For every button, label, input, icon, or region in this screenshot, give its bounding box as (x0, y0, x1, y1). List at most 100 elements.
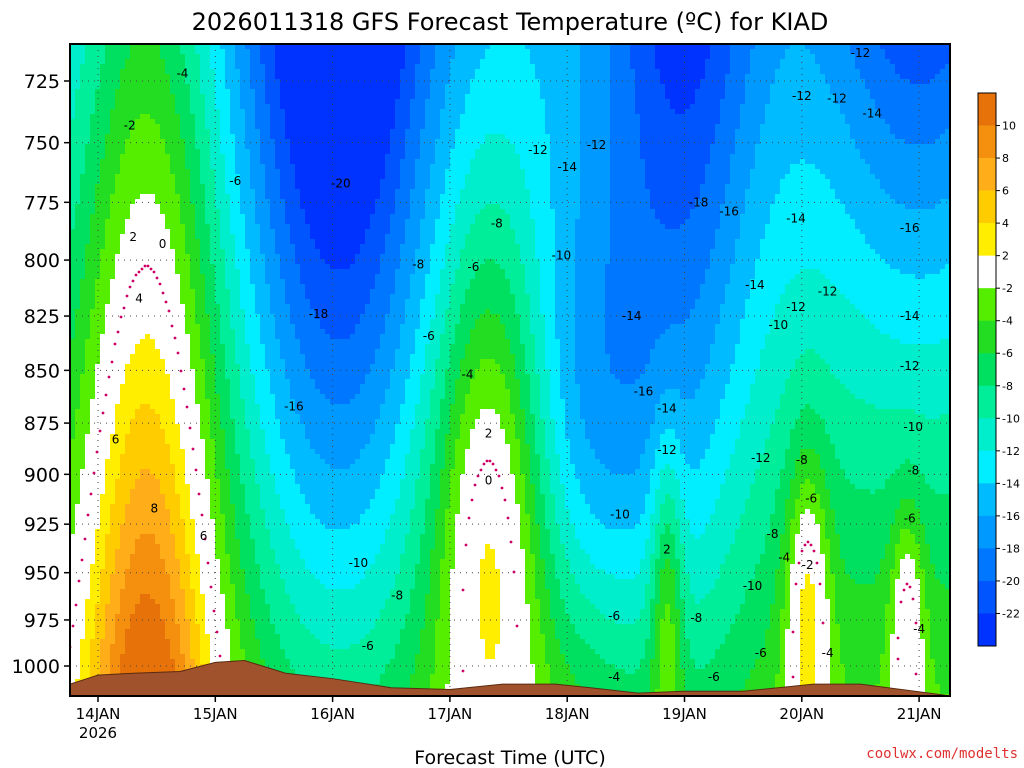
field-cell (170, 579, 176, 585)
field-cell (85, 539, 91, 545)
field-cell (250, 579, 256, 585)
field-cell (200, 184, 206, 190)
field-cell (175, 514, 181, 520)
field-cell (100, 504, 106, 510)
field-cell (90, 49, 96, 55)
field-cell (255, 614, 261, 620)
field-cell (155, 529, 161, 535)
field-cell (235, 239, 241, 245)
field-cell (260, 129, 266, 135)
field-cell (250, 229, 256, 235)
field-cell (220, 379, 226, 385)
field-cell (185, 304, 191, 310)
field-cell (120, 89, 126, 95)
field-cell (160, 449, 166, 455)
field-cell (110, 604, 116, 610)
field-cell (170, 119, 176, 125)
field-cell (80, 349, 86, 355)
field-cell (105, 589, 111, 595)
field-cell (180, 564, 186, 570)
field-cell (255, 269, 261, 275)
field-cell (90, 239, 96, 245)
field-cell (160, 229, 166, 235)
field-cell (100, 584, 106, 590)
field-cell (145, 329, 151, 335)
field-cell (160, 94, 166, 100)
field-cell (70, 149, 76, 155)
field-cell (250, 179, 256, 185)
field-cell (155, 469, 161, 475)
field-cell (105, 514, 111, 520)
field-cell (135, 644, 141, 650)
field-cell (205, 604, 211, 610)
field-cell (145, 434, 151, 440)
field-cell (130, 64, 136, 70)
field-cell (95, 499, 101, 505)
field-cell (210, 239, 216, 245)
field-cell (205, 519, 211, 525)
field-cell (245, 209, 251, 215)
field-cell (210, 209, 216, 215)
field-cell (230, 379, 236, 385)
field-cell (150, 504, 156, 510)
field-cell (250, 239, 256, 245)
field-cell (185, 54, 191, 60)
field-cell (135, 504, 141, 510)
field-cell (195, 529, 201, 535)
field-cell (215, 74, 221, 80)
field-cell (160, 459, 166, 465)
field-cell (225, 99, 231, 105)
field-cell (105, 654, 111, 660)
field-cell (165, 554, 171, 560)
field-cell (255, 139, 261, 145)
field-cell (230, 549, 236, 555)
field-cell (70, 659, 76, 665)
field-cell (110, 59, 116, 65)
field-cell (90, 299, 96, 305)
field-cell (115, 489, 121, 495)
field-cell (170, 384, 176, 390)
field-cell (215, 599, 221, 605)
field-cell (250, 329, 256, 335)
field-cell (255, 464, 261, 470)
field-cell (250, 374, 256, 380)
field-cell (115, 74, 121, 80)
field-cell (140, 429, 146, 435)
field-cell (250, 279, 256, 285)
field-cell (155, 79, 161, 85)
field-cell (205, 364, 211, 370)
field-cell (210, 644, 216, 650)
field-cell (75, 659, 81, 665)
field-cell (180, 474, 186, 480)
field-cell (95, 359, 101, 365)
field-cell (80, 534, 86, 540)
field-cell (120, 79, 126, 85)
field-cell (150, 304, 156, 310)
field-cell (135, 524, 141, 530)
field-cell (180, 324, 186, 330)
field-cell (210, 504, 216, 510)
field-cell (100, 609, 106, 615)
field-cell (140, 659, 146, 665)
field-cell (145, 199, 151, 205)
field-cell (110, 249, 116, 255)
field-cell (170, 374, 176, 380)
field-cell (250, 399, 256, 405)
field-cell (110, 654, 116, 660)
field-cell (195, 459, 201, 465)
field-cell (200, 489, 206, 495)
field-cell (205, 439, 211, 445)
field-cell (205, 474, 211, 480)
field-cell (230, 159, 236, 165)
field-cell (255, 374, 261, 380)
field-cell (195, 139, 201, 145)
field-cell (95, 119, 101, 125)
field-cell (210, 389, 216, 395)
field-cell (100, 319, 106, 325)
field-cell (165, 559, 171, 565)
field-cell (240, 164, 246, 170)
field-cell (235, 509, 241, 515)
field-cell (110, 139, 116, 145)
field-cell (75, 284, 81, 290)
field-cell (95, 664, 101, 670)
